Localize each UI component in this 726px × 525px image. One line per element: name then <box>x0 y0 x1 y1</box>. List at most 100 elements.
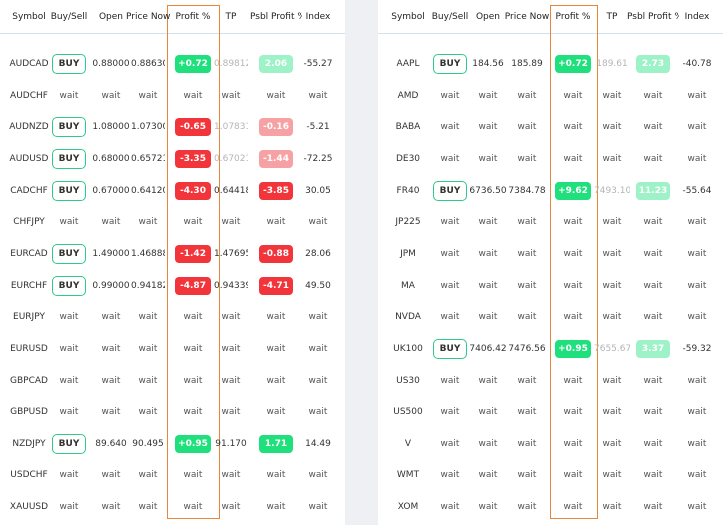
buy-button[interactable]: BUY <box>52 180 86 201</box>
cell: 0.65721 <box>131 153 165 164</box>
buy-button[interactable]: BUY <box>52 117 86 138</box>
wait-label: wait <box>478 312 498 323</box>
profit-highlight <box>550 5 598 519</box>
buy-button[interactable]: BUY <box>433 54 467 74</box>
cell: 0.94339 <box>214 280 248 291</box>
cell: 0.99000 <box>92 280 130 291</box>
wait-label: wait <box>602 280 622 291</box>
wait-label: wait <box>687 90 707 101</box>
symbol: GBPCAD <box>10 375 48 386</box>
cell: -55.64 <box>682 185 712 196</box>
column-header: Price Now <box>126 12 170 22</box>
wait-label: wait <box>266 90 286 101</box>
column-header: Open <box>475 12 501 22</box>
cell: 49.50 <box>305 280 331 291</box>
column-header: Psbl Profit % <box>627 12 679 22</box>
wait-label: wait <box>563 153 583 164</box>
cell: 0.67021 <box>214 153 248 164</box>
buy-button[interactable]: BUY <box>52 148 86 169</box>
buy-button[interactable]: BUY <box>433 338 467 359</box>
cell: 0.94182 <box>131 280 165 291</box>
wait-label: wait <box>221 502 241 513</box>
wait-label: wait <box>138 90 158 101</box>
wait-label: wait <box>101 343 121 354</box>
wait-label: wait <box>687 153 707 164</box>
cell: -59.32 <box>682 343 712 354</box>
symbol: AUDCAD <box>9 59 49 69</box>
wait-label: wait <box>478 90 498 101</box>
wait-label: wait <box>308 407 328 418</box>
profit-badge: -4.30 <box>175 181 211 200</box>
symbol: CHFJPY <box>13 217 45 228</box>
wait-label: wait <box>59 343 79 354</box>
wait-label: wait <box>517 407 537 418</box>
wait-label: wait <box>563 248 583 259</box>
wait-label: wait <box>101 502 121 513</box>
cell: 7384.78 <box>508 185 546 196</box>
buy-button[interactable]: BUY <box>52 54 86 74</box>
wait-label: wait <box>643 470 663 481</box>
buy-button[interactable]: BUY <box>52 243 86 264</box>
symbol: CADCHF <box>10 185 48 196</box>
cell: 7493.10 <box>594 185 630 196</box>
column-header: Index <box>305 12 331 22</box>
wait-label: wait <box>602 407 622 418</box>
wait-label: wait <box>440 280 460 291</box>
wait-label: wait <box>183 470 203 481</box>
wait-label: wait <box>687 375 707 386</box>
wait-label: wait <box>308 375 328 386</box>
buy-button[interactable]: BUY <box>52 433 86 454</box>
wait-label: wait <box>59 375 79 386</box>
cell: 1.47695 <box>214 248 248 259</box>
cell: 7655.67 <box>594 343 630 354</box>
wait-label: wait <box>308 90 328 101</box>
wait-label: wait <box>101 217 121 228</box>
wait-label: wait <box>517 153 537 164</box>
wait-label: wait <box>687 312 707 323</box>
psbl-profit-badge: 2.06 <box>259 55 293 73</box>
profit-badge: -3.35 <box>175 149 211 168</box>
wait-label: wait <box>138 343 158 354</box>
wait-label: wait <box>478 122 498 133</box>
buy-button[interactable]: BUY <box>433 180 467 201</box>
profit-badge: +0.95 <box>555 339 591 358</box>
symbol: AUDUSD <box>9 153 49 164</box>
symbol: JP225 <box>395 217 421 228</box>
header-rule <box>0 33 345 34</box>
wait-label: wait <box>643 280 663 291</box>
psbl-profit-badge: -1.44 <box>259 149 293 168</box>
wait-label: wait <box>478 280 498 291</box>
wait-label: wait <box>643 248 663 259</box>
wait-label: wait <box>643 217 663 228</box>
wait-label: wait <box>440 502 460 513</box>
wait-label: wait <box>563 122 583 133</box>
wait-label: wait <box>308 343 328 354</box>
wait-label: wait <box>643 90 663 101</box>
column-header: Buy/Sell <box>50 12 88 22</box>
cell: 0.88630 <box>131 59 165 69</box>
wait-label: wait <box>563 502 583 513</box>
wait-label: wait <box>643 375 663 386</box>
symbol: NVDA <box>395 312 421 323</box>
wait-label: wait <box>183 217 203 228</box>
column-header: Symbol <box>391 12 425 22</box>
wait-label: wait <box>687 407 707 418</box>
psbl-profit-badge: -3.85 <box>259 181 293 200</box>
symbol: AUDNZD <box>9 122 49 133</box>
cell: -55.27 <box>303 59 333 69</box>
wait-label: wait <box>266 470 286 481</box>
wait-label: wait <box>602 438 622 449</box>
wait-label: wait <box>687 217 707 228</box>
wait-label: wait <box>101 470 121 481</box>
wait-label: wait <box>687 502 707 513</box>
wait-label: wait <box>478 375 498 386</box>
wait-label: wait <box>101 407 121 418</box>
wait-label: wait <box>183 90 203 101</box>
wait-label: wait <box>308 312 328 323</box>
wait-label: wait <box>221 407 241 418</box>
wait-label: wait <box>440 217 460 228</box>
wait-label: wait <box>440 407 460 418</box>
wait-label: wait <box>517 375 537 386</box>
buy-button[interactable]: BUY <box>52 275 86 296</box>
wait-label: wait <box>602 470 622 481</box>
